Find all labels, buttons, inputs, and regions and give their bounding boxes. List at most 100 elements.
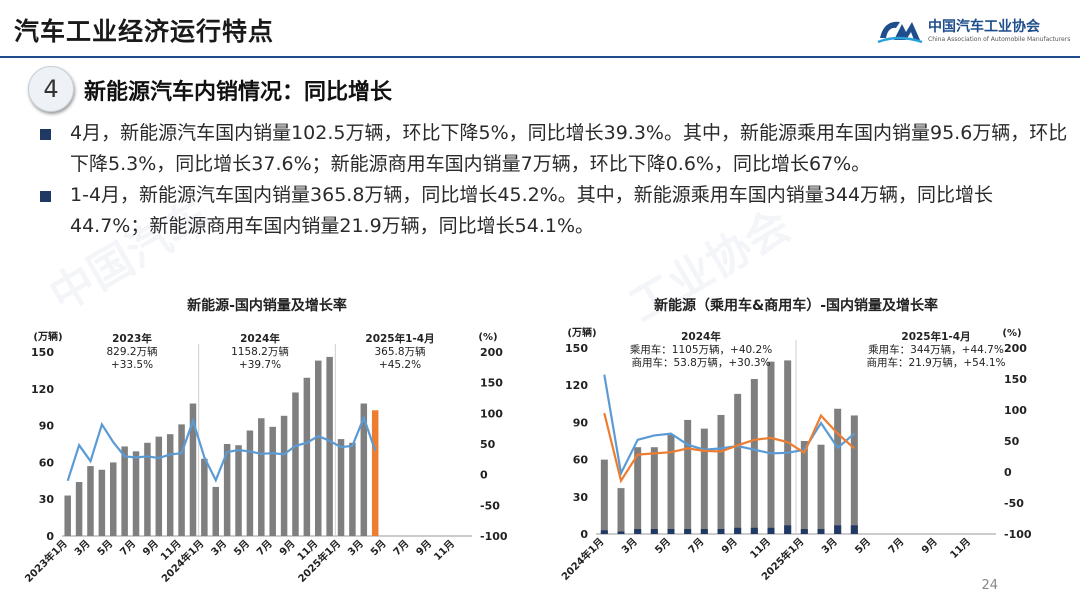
- page-header: 汽车工业经济运行特点 中国汽车工业协会 China Association of…: [0, 0, 1080, 60]
- chart-annotation-text: 365.8万辆: [374, 345, 425, 358]
- bar: [750, 527, 758, 534]
- y-right-tick-label: -100: [1004, 528, 1032, 541]
- bar: [178, 424, 185, 536]
- chart-annotation-text: 2024年: [240, 332, 280, 345]
- y-left-tick-label: 0: [46, 530, 54, 543]
- growth-rate-line: [603, 412, 856, 484]
- x-tick-label: 5月: [95, 538, 115, 558]
- y-left-tick-label: 30: [39, 493, 55, 506]
- y-right-tick-label: 50: [480, 438, 496, 451]
- bar: [349, 442, 356, 536]
- bar: [360, 403, 368, 536]
- x-tick-label: 7月: [254, 538, 274, 558]
- bar: [315, 360, 322, 536]
- bar: [717, 529, 725, 534]
- chart-annotation-text: 乘用车：1105万辆，+40.2%: [630, 343, 772, 356]
- bar: [700, 428, 708, 534]
- chart-annotation-text: +45.2%: [379, 359, 421, 371]
- y-right-tick-label: 150: [1004, 373, 1027, 386]
- y-right-tick-label: 100: [480, 407, 503, 420]
- bar: [684, 529, 692, 534]
- bullet-square-icon: [40, 191, 51, 202]
- y-left-tick-label: 0: [580, 528, 588, 541]
- y-right-tick-label: -100: [480, 530, 508, 543]
- y-right-tick-label: -50: [480, 499, 500, 512]
- bar: [303, 377, 311, 536]
- bar: [850, 525, 858, 534]
- bar: [212, 486, 219, 536]
- chart-title: 新能源（乘用车&商用车）-国内销量及增长率: [654, 297, 938, 314]
- bar: [684, 419, 692, 534]
- bar: [817, 529, 825, 534]
- chart-nev-domestic-svg: 新能源-国内销量及增长率 (万辆) (%) 0 30 60 90 120 150 -100 -50 0…: [22, 297, 508, 585]
- bar: [734, 527, 742, 534]
- bar: [617, 488, 625, 534]
- caam-logo: 中国汽车工业协会 China Association of Automobile…: [876, 14, 1076, 50]
- logo-name-cn: 中国汽车工业协会: [928, 19, 1040, 35]
- bar: [717, 414, 725, 534]
- bar: [700, 529, 708, 534]
- bar: [144, 442, 151, 536]
- y-left-tick-label: 150: [565, 342, 588, 355]
- chart-annotation-text: 2024年: [681, 330, 721, 343]
- bar: [110, 462, 117, 536]
- y-left-tick-label: 120: [565, 379, 588, 392]
- growth-rate-line: [66, 414, 377, 483]
- y-right-tick-label: 100: [1004, 404, 1027, 417]
- bar: [834, 408, 842, 534]
- bar: [634, 447, 642, 534]
- bar: [280, 415, 288, 536]
- y-right-tick-label: 200: [480, 346, 503, 359]
- bar: [235, 445, 242, 536]
- x-tick-label: 5月: [232, 538, 252, 558]
- x-tick-label: 5月: [368, 538, 388, 558]
- y-left-tick-label: 60: [39, 456, 55, 469]
- bar: [121, 446, 128, 536]
- chart-title: 新能源-国内销量及增长率: [187, 297, 347, 314]
- bar: [667, 434, 675, 534]
- bar: [326, 356, 333, 536]
- chart-annotation-text: 829.2万辆: [106, 345, 157, 358]
- x-tick-label: 11月: [748, 536, 773, 561]
- y-left-unit-label: (万辆): [567, 326, 596, 339]
- bar: [64, 495, 71, 536]
- y-right-tick-label: 0: [1004, 466, 1012, 479]
- chart-annotation-text: 1158.2万辆: [231, 345, 289, 358]
- x-tick-label: 7月: [886, 536, 906, 556]
- chart-annotation-text: 乘用车：344万辆，+44.7%: [868, 343, 1004, 356]
- bar: [634, 529, 642, 534]
- chart-nev-passenger-commercial-svg: 新能源（乘用车&商用车）-国内销量及增长率 (万辆) (%) 0 30 60 90 120 15…: [559, 297, 1032, 583]
- bar: [371, 410, 379, 536]
- x-tick-label: 9月: [919, 536, 939, 556]
- chart-annotation-text: 2023年: [112, 332, 152, 345]
- chart-annotation-text: 商用车：21.9万辆，+54.1%: [866, 356, 1005, 369]
- section-number-badge: 4: [28, 66, 74, 112]
- x-tick-label: 5月: [653, 536, 673, 556]
- x-tick-label: 9月: [719, 536, 739, 556]
- bullet-list: 4月，新能源汽车国内销量102.5万辆，环比下降5%，同比增长39.3%。其中，…: [38, 118, 1068, 242]
- bar: [800, 441, 808, 534]
- x-tick-label: 7月: [118, 538, 138, 558]
- x-tick-label: 3月: [619, 536, 639, 556]
- bar: [75, 482, 83, 536]
- chart-annotation-text: +39.7%: [239, 359, 281, 371]
- y-right-unit-label: (%): [1002, 328, 1021, 339]
- y-right-tick-label: 50: [1004, 435, 1020, 448]
- bar: [850, 415, 858, 534]
- y-left-tick-label: 30: [573, 491, 589, 504]
- page-number: 24: [981, 578, 998, 593]
- bar: [166, 434, 174, 536]
- section-title: 新能源汽车内销情况：同比增长: [84, 80, 393, 105]
- x-tick-label: 3月: [819, 536, 839, 556]
- bar: [767, 361, 775, 534]
- chart-annotation-text: +33.5%: [111, 359, 153, 371]
- bar: [98, 469, 106, 536]
- bar: [600, 459, 608, 534]
- bar: [834, 525, 842, 534]
- bar: [246, 430, 254, 536]
- chart-annotation-text: 2025年1-4月: [901, 330, 970, 343]
- x-tick-label: 2023年1月: [22, 537, 70, 585]
- x-tick-label: 11月: [432, 538, 457, 563]
- bar: [337, 439, 345, 536]
- y-left-tick-label: 120: [31, 383, 54, 396]
